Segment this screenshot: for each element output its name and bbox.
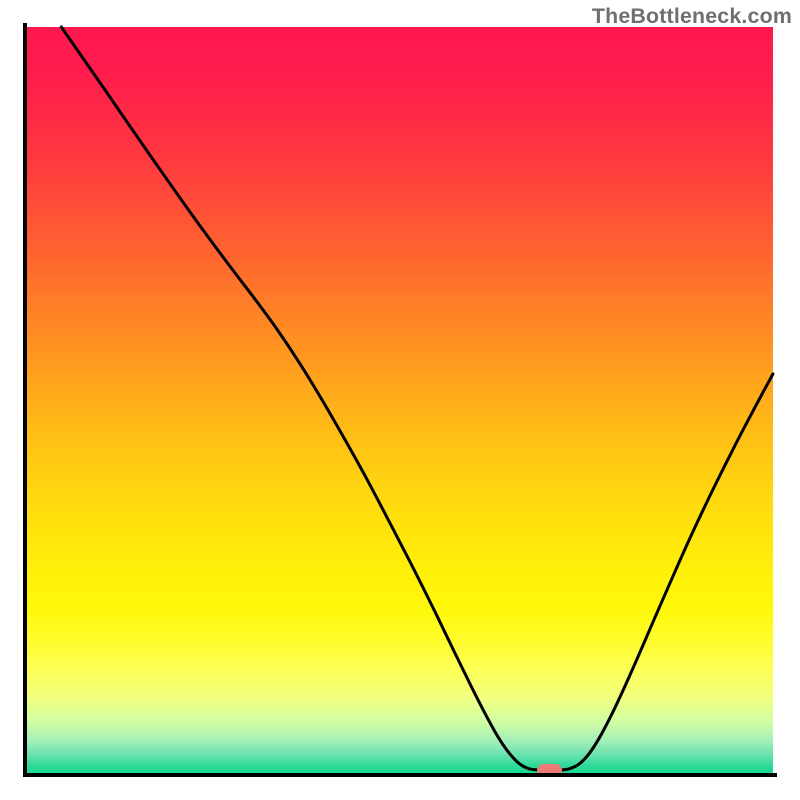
axis-y-border: [23, 23, 27, 777]
axis-x-border: [23, 773, 777, 777]
bottleneck-curve: [27, 27, 773, 773]
plot-area: [27, 27, 773, 773]
chart-container: TheBottleneck.com: [0, 0, 800, 800]
watermark-text: TheBottleneck.com: [592, 4, 792, 29]
